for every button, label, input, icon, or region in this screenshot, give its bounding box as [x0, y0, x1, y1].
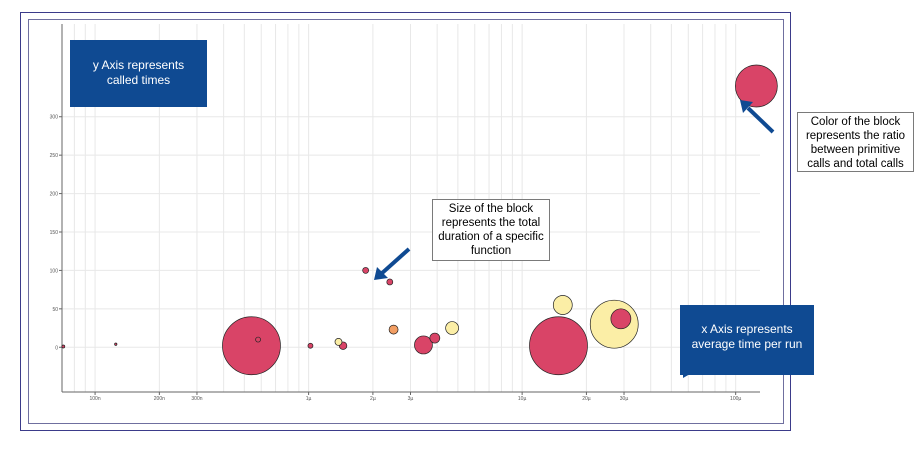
y-axis-callout: y Axis represents called times [70, 40, 207, 107]
y-tick-label: 100 [50, 268, 59, 274]
bubble-point[interactable] [307, 342, 314, 349]
size-note: Size of the block represents the total d… [432, 199, 550, 261]
outer-frame [20, 12, 791, 431]
bubble-point[interactable] [222, 316, 281, 376]
x-tick-label: 100µ [730, 396, 741, 402]
bubble-point[interactable] [414, 335, 433, 355]
size-note-text: Size of the block represents the total d… [438, 203, 544, 257]
x-tick-label: 30µ [620, 396, 629, 402]
x-tick-label: 1µ [306, 396, 312, 402]
x-tick-label: 300n [191, 396, 202, 402]
chart-points [61, 64, 778, 376]
bubble-point[interactable] [255, 336, 261, 343]
bubble-point[interactable] [529, 316, 588, 376]
y-tick-label: 50 [52, 307, 58, 313]
y-tick-label: 300 [50, 115, 59, 121]
x-axis-callout-text: x Axis represents average time per run [691, 322, 803, 351]
bubble-point[interactable] [386, 278, 394, 286]
bubble-point[interactable] [429, 332, 441, 344]
y-tick-label: 150 [50, 230, 59, 236]
bubble-point[interactable] [388, 324, 399, 335]
bubble-point[interactable] [735, 64, 778, 108]
arrow-to-small-block [374, 247, 411, 280]
bubble-point[interactable] [114, 342, 118, 346]
annotation-arrows [70, 100, 775, 378]
chart-ticks: 100n 200n 300n 1µ 2µ 3µ 10µ 20µ 30µ 100µ 0 50 100 150… [50, 115, 742, 402]
bubble-point[interactable] [334, 338, 343, 346]
bubble-point[interactable] [552, 295, 573, 315]
x-tick-label: 10µ [518, 396, 527, 402]
y-tick-label: 200 [50, 192, 59, 198]
bubble-point[interactable] [362, 267, 370, 274]
x-callout-pointer [683, 374, 690, 378]
inner-frame [28, 19, 784, 424]
bubble-point[interactable] [610, 308, 632, 330]
y-tick-label: 250 [50, 153, 59, 159]
color-note: Color of the block represents the ratio … [797, 112, 914, 172]
arrow-to-large-block [740, 100, 775, 134]
x-tick-label: 3µ [408, 396, 414, 402]
x-tick-label: 2µ [370, 396, 376, 402]
x-tick-label: 20µ [582, 396, 591, 402]
y-tick-label: 0 [55, 345, 58, 351]
y-axis-callout-text: y Axis represents called times [92, 58, 185, 87]
bubble-point[interactable] [445, 321, 459, 335]
x-axis-callout: x Axis represents average time per run [680, 305, 814, 375]
bubble-point[interactable] [61, 344, 66, 349]
x-tick-label: 200n [154, 396, 165, 402]
x-tick-label: 100n [90, 396, 101, 402]
chart-axes [61, 24, 760, 393]
color-note-text: Color of the block represents the ratio … [805, 116, 906, 170]
